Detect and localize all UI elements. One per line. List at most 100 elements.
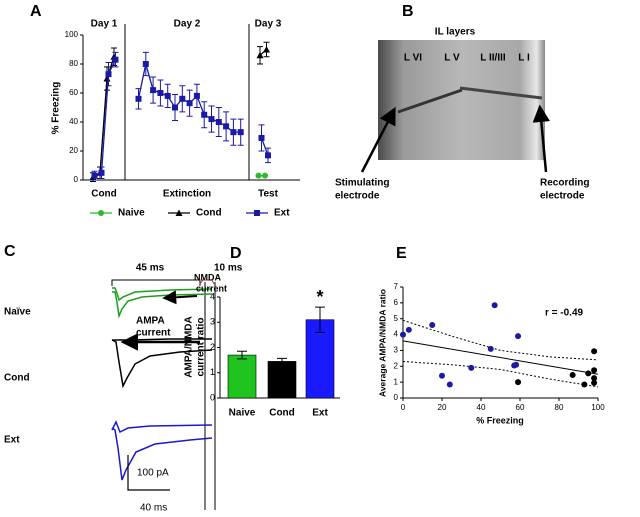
legend-label: Cond xyxy=(196,208,222,219)
point xyxy=(142,61,149,67)
point xyxy=(150,87,157,94)
point xyxy=(429,322,436,329)
y-tick-label: 0 xyxy=(394,393,399,402)
point xyxy=(172,104,178,111)
point xyxy=(569,372,576,379)
y-tick-label: 80 xyxy=(69,59,78,68)
point xyxy=(255,172,262,179)
current-label: current xyxy=(136,328,171,339)
y-tick-label: 0 xyxy=(74,175,79,184)
electrode-label: electrode xyxy=(540,191,585,202)
y-tick-label: 3 xyxy=(210,317,215,327)
trace xyxy=(111,339,213,389)
x-tick-label: Ext xyxy=(312,408,328,419)
point xyxy=(468,364,475,371)
bar xyxy=(267,361,297,399)
panel-c: 45 ms 10 ms NMDA current AMPA current Na… xyxy=(4,263,243,514)
current-label: AMPA xyxy=(136,316,165,327)
legend-marker xyxy=(98,210,104,216)
point xyxy=(515,333,522,340)
section-label: Test xyxy=(258,189,278,200)
y-tick-label: 4 xyxy=(394,330,399,339)
annotation: r = -0.49 xyxy=(545,308,584,319)
x-tick-label: 0 xyxy=(401,403,406,412)
legend-marker xyxy=(254,210,260,216)
x-tick-label: 100 xyxy=(591,403,605,412)
error-bar xyxy=(237,350,247,360)
current-label: current xyxy=(196,283,227,293)
bar xyxy=(227,354,257,399)
layer-label: L VI xyxy=(404,53,422,64)
section-label: Cond xyxy=(91,189,117,200)
scale-label: 100 pA xyxy=(137,468,169,479)
trace xyxy=(111,427,213,481)
point xyxy=(112,56,119,63)
y-tick-label: 7 xyxy=(394,282,399,291)
interval-label: 10 ms xyxy=(214,263,243,274)
y-tick-label: 20 xyxy=(69,146,78,155)
layer-label: L V xyxy=(444,53,460,64)
electrode xyxy=(459,86,543,100)
x-tick-label: 40 xyxy=(477,403,486,412)
legend-marker xyxy=(175,209,183,216)
section-day: Day 3 xyxy=(255,19,282,30)
image-title: IL layers xyxy=(435,27,476,38)
x-axis-label: % Freezing xyxy=(476,415,524,425)
y-tick-label: 4 xyxy=(210,291,215,301)
x-tick-label: Cond xyxy=(269,408,295,419)
layer-label: L II/III xyxy=(480,53,506,64)
scale-bar xyxy=(127,455,170,491)
group-label: Cond xyxy=(4,373,30,384)
y-tick-label: 1 xyxy=(210,367,215,377)
legend-label: Naive xyxy=(118,208,145,219)
section-day: Day 1 xyxy=(91,19,118,30)
series-line xyxy=(94,59,117,177)
point xyxy=(91,172,98,179)
y-tick-label: 3 xyxy=(394,346,399,355)
point xyxy=(591,375,598,382)
point xyxy=(208,116,215,123)
point xyxy=(446,381,453,388)
bracket xyxy=(199,279,215,285)
point xyxy=(215,119,222,125)
point xyxy=(157,90,164,96)
x-tick-label: 60 xyxy=(516,403,525,412)
point xyxy=(591,348,598,355)
y-axis-label: current ratio xyxy=(196,318,207,377)
fit-line xyxy=(402,340,599,375)
confidence-band xyxy=(402,361,599,388)
y-tick-label: 1 xyxy=(394,377,399,386)
panel-b: IL layers L VI L V L II/III L I Stimulat… xyxy=(335,27,589,202)
section-day: Day 2 xyxy=(174,19,201,30)
y-axis-label: % Freezing xyxy=(51,82,62,135)
y-tick-label: 6 xyxy=(394,298,399,307)
x-tick-label: 20 xyxy=(438,403,447,412)
y-axis-label: AMPA/NMDA xyxy=(184,316,195,377)
y-tick-label: 2 xyxy=(394,361,399,370)
point xyxy=(135,95,142,102)
electrode xyxy=(397,88,463,114)
electrode-label: Recording xyxy=(540,178,589,189)
point xyxy=(179,95,186,102)
scale-label: 40 ms xyxy=(140,503,167,514)
point xyxy=(591,367,598,374)
arrow xyxy=(360,106,396,173)
point xyxy=(591,379,598,386)
point xyxy=(256,51,264,59)
point xyxy=(193,92,200,99)
point xyxy=(265,152,271,159)
point xyxy=(513,361,520,368)
point xyxy=(98,169,105,176)
panel-letter: C xyxy=(4,243,16,260)
electrode-label: Stimulating xyxy=(335,178,389,189)
error-bar xyxy=(315,306,325,333)
point xyxy=(262,172,268,179)
legend-label: Ext xyxy=(274,208,290,219)
point xyxy=(258,134,265,141)
y-tick-label: 2 xyxy=(210,342,215,352)
point xyxy=(230,129,237,136)
group-label: Naïve xyxy=(4,307,31,318)
y-tick-label: 5 xyxy=(394,314,399,323)
electrode-label: electrode xyxy=(335,191,380,202)
